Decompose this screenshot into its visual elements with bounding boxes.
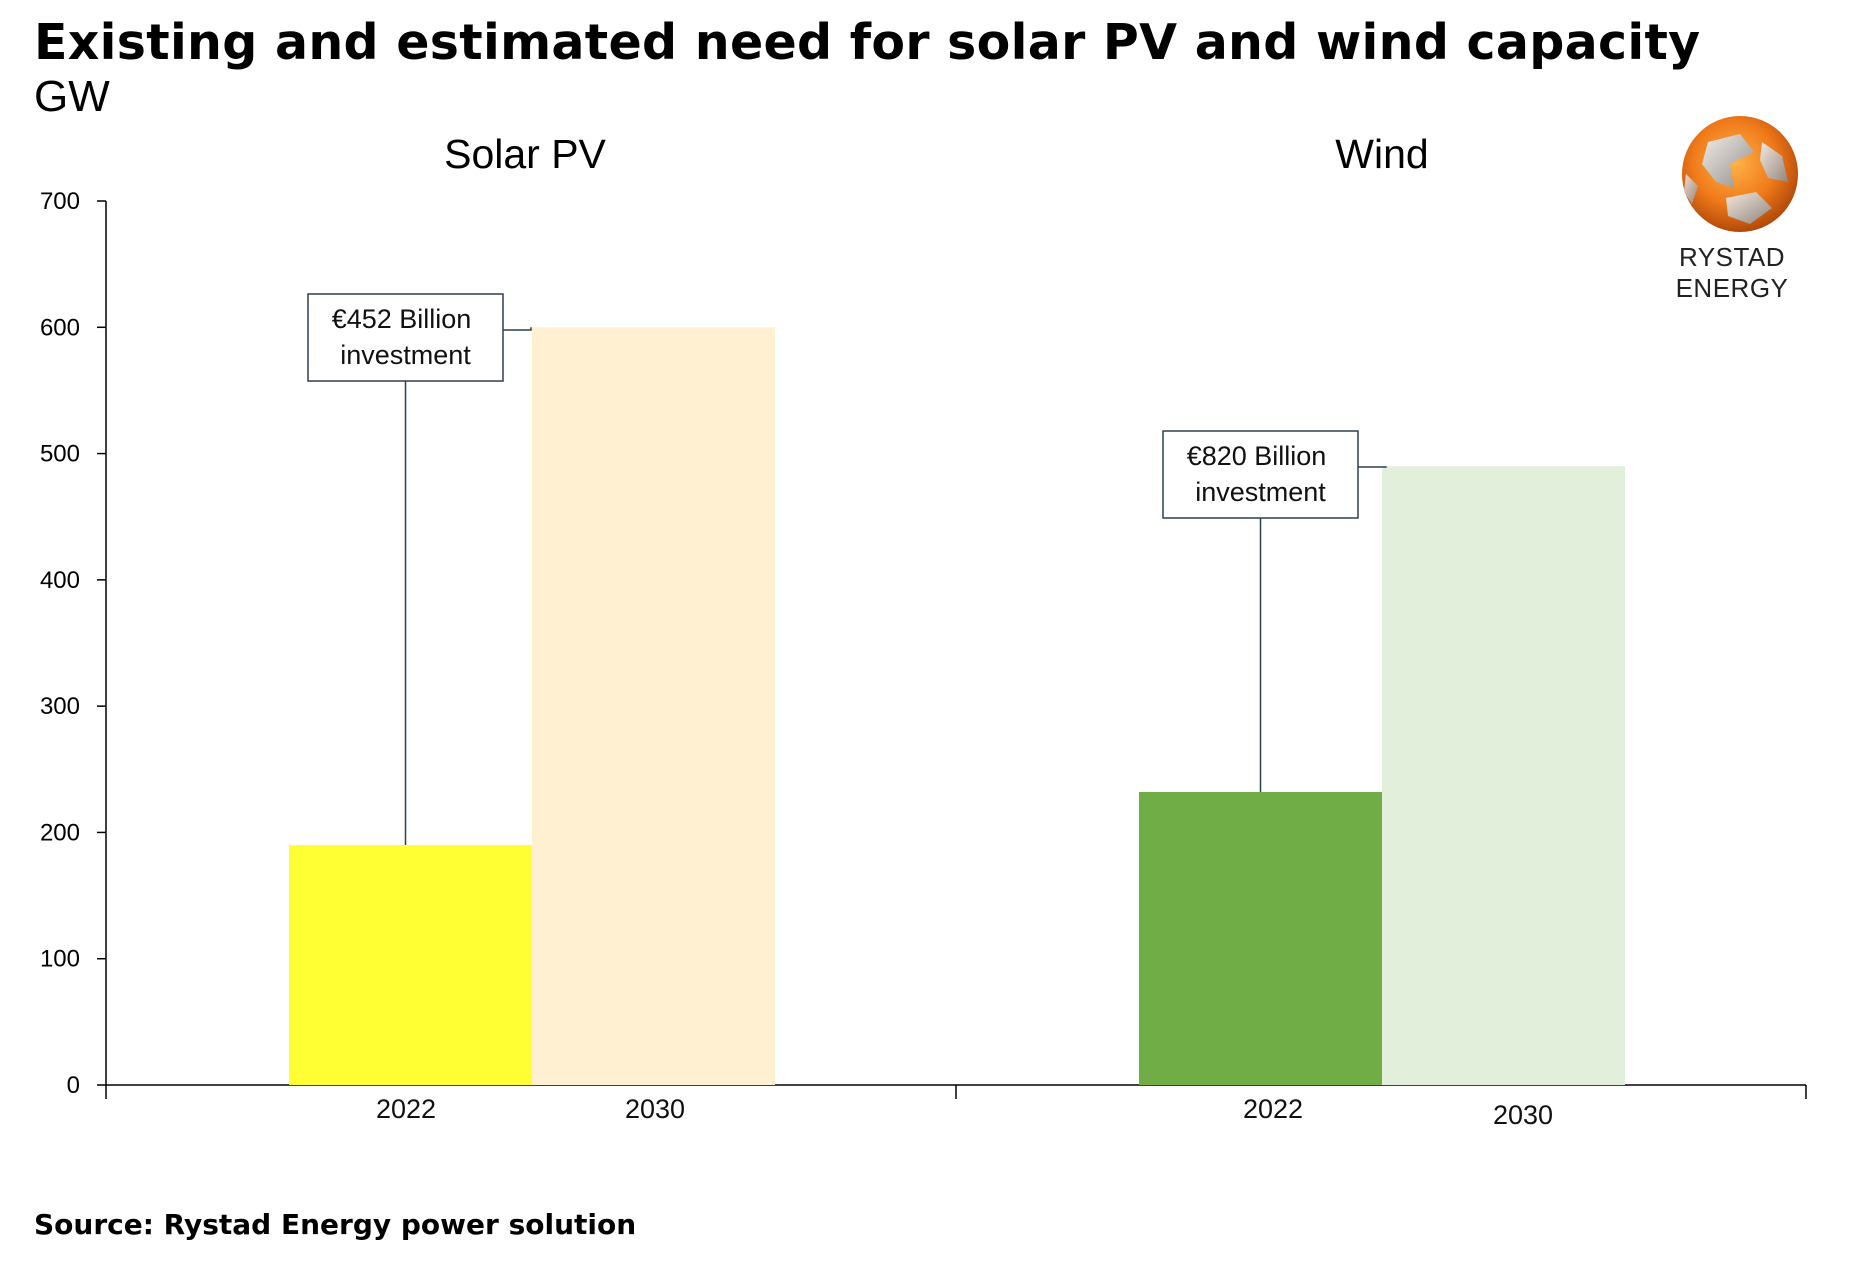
y-tick-label: 400 [40,567,80,594]
callout-connector [1358,466,1387,468]
y-tick-label: 0 [67,1072,80,1099]
panel-title: Solar PV [444,131,606,177]
rystad-logo: RYSTAD ENERGY [1622,112,1842,303]
unit-label: GW [34,72,110,121]
callout-text-line1: €820 Billion [1187,441,1327,471]
bar [289,845,532,1085]
y-tick-label: 600 [40,314,80,341]
x-tick-label: 2030 [625,1094,685,1124]
bar [1139,792,1382,1085]
logo-text: RYSTAD ENERGY [1675,242,1789,303]
y-tick-label: 500 [40,441,80,468]
y-tick-label: 300 [40,693,80,720]
y-tick-label: 700 [40,188,80,215]
x-tick-label: 2030 [1493,1100,1553,1130]
y-tick-label: 200 [40,819,80,846]
panel-title: Wind [1335,131,1428,177]
callout-text-line1: €452 Billion [332,304,472,334]
chart-title: Existing and estimated need for solar PV… [34,14,1701,71]
bar [1382,466,1625,1085]
callout-box [1162,430,1359,519]
y-tick-label: 100 [40,946,80,973]
globe-icon [1682,116,1798,232]
bar [532,327,775,1085]
callout-text-line2: investment [340,340,471,370]
x-tick-label: 2022 [376,1094,436,1124]
callout-text-line2: investment [1195,477,1326,507]
x-tick-label: 2022 [1243,1094,1303,1124]
callout-connector [503,327,532,331]
source-note: Source: Rystad Energy power solution [34,1208,637,1241]
callout-box [307,293,504,382]
